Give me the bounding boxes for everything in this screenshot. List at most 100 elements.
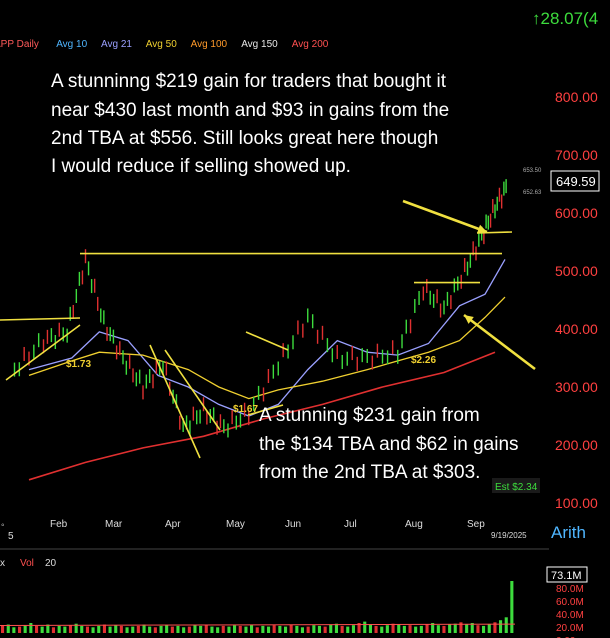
volume-bar — [340, 625, 344, 633]
volume-bar — [431, 623, 435, 633]
date-label: 9/19/2025 — [491, 531, 527, 540]
volume-title: Vol — [20, 558, 34, 569]
volume-bar — [40, 626, 44, 633]
volume-last-value: 73.1M — [551, 570, 582, 582]
price-low-label: 652.63 — [523, 190, 542, 196]
trend-line[interactable] — [149, 344, 201, 459]
price-tick-label: 800.00 — [555, 89, 598, 105]
volume-bar — [459, 622, 463, 633]
volume-bar — [221, 625, 225, 633]
top-annotation-line-1: A stunninng $219 gain for traders that b… — [51, 71, 447, 92]
volume-bar — [442, 625, 446, 633]
volume-bar — [68, 625, 72, 633]
volume-bar — [504, 617, 508, 633]
trend-line[interactable] — [245, 331, 289, 351]
volume-bar — [102, 624, 106, 633]
volume-bar — [329, 624, 333, 633]
volume-bar — [159, 625, 163, 633]
volume-bar — [272, 625, 276, 633]
volume-bar — [227, 626, 231, 633]
volume-bar — [210, 626, 214, 633]
volume-last-box — [546, 566, 588, 583]
volume-bar — [97, 625, 101, 633]
volume-bar — [289, 624, 293, 633]
volume-bar — [131, 626, 135, 633]
volume-bar — [510, 581, 514, 633]
volume-bar — [346, 626, 350, 633]
volume-bar — [153, 627, 157, 633]
moving-average-line — [28, 259, 506, 417]
volume-bar — [368, 624, 372, 633]
volume-bar — [244, 626, 248, 633]
volume-bar — [187, 626, 191, 633]
date-tick-label: Sep — [467, 519, 485, 530]
price-tick-label: 300.00 — [555, 379, 598, 395]
volume-bar — [176, 625, 180, 633]
volume-bar — [136, 625, 140, 633]
legend-item[interactable]: Avg 10 — [56, 39, 87, 50]
trend-line[interactable] — [164, 349, 221, 431]
volume-bar — [74, 623, 78, 633]
volume-tick-label: 40.0M — [556, 610, 584, 621]
volume-bar — [170, 626, 174, 633]
volume-bar — [300, 627, 304, 633]
volume-bar — [46, 624, 50, 633]
volume-bar — [85, 626, 89, 633]
estimate-badge — [492, 478, 540, 493]
volume-bar — [199, 625, 203, 633]
trend-line[interactable] — [476, 231, 513, 234]
volume-bar — [278, 625, 282, 633]
volume-bar — [334, 623, 338, 633]
volume-bar — [425, 624, 429, 633]
volume-bar — [487, 624, 491, 633]
price-tick-label: 600.00 — [555, 205, 598, 221]
volume-average-label: 20 — [45, 558, 57, 569]
volume-tick-label: 0.00 — [556, 636, 576, 638]
volume-bar — [380, 626, 384, 633]
trend-line[interactable] — [0, 317, 81, 321]
volume-bar — [414, 626, 418, 633]
volume-bar — [114, 625, 118, 633]
legend-item[interactable]: APP Daily — [0, 39, 39, 50]
arrow-line[interactable] — [402, 199, 488, 234]
volume-bar — [470, 623, 474, 633]
scale-mode[interactable]: Arith — [551, 523, 586, 542]
earnings-markers: $1.73 $1.67 $2.26 Est $2.34 — [66, 355, 540, 493]
top-annotation-line-4: I would reduce if selling showed up. — [51, 156, 351, 177]
legend-item[interactable]: Avg 21 — [101, 39, 132, 50]
volume-bar — [453, 623, 457, 633]
arrow-line[interactable] — [463, 313, 536, 371]
volume-bar — [125, 627, 129, 633]
trend-line[interactable] — [5, 324, 81, 381]
volume-bar — [397, 624, 401, 633]
legend-item[interactable]: Avg 100 — [191, 39, 228, 50]
volume-close-icon[interactable]: x — [0, 558, 5, 569]
earnings-label-feb: $1.73 — [66, 359, 91, 370]
price-tick-label: 500.00 — [555, 263, 598, 279]
date-tick-label: May — [226, 519, 245, 530]
volume-bar — [284, 626, 288, 633]
legend-item[interactable]: Avg 50 — [146, 39, 177, 50]
volume-bar — [57, 625, 61, 633]
moving-average-lines — [28, 259, 506, 481]
volume-bar — [267, 626, 271, 633]
volume-bar — [193, 625, 197, 633]
volume-bar — [23, 625, 27, 633]
top-annotation-line-2: near $430 last month and $93 in gains fr… — [51, 100, 449, 121]
volume-bar — [216, 627, 220, 633]
volume-tick-label: 60.0M — [556, 597, 584, 608]
volume-bar — [261, 625, 265, 633]
volume-bar — [391, 623, 395, 633]
date-tick-label: Feb — [50, 519, 68, 530]
volume-bar — [408, 625, 412, 633]
volume-bar — [436, 625, 440, 633]
legend-item[interactable]: Avg 200 — [292, 39, 329, 50]
earnings-label-aug: $2.26 — [411, 355, 436, 366]
volume-bar — [238, 625, 242, 633]
volume-bar — [402, 625, 406, 633]
trend-line[interactable] — [247, 404, 284, 416]
legend-item[interactable]: Avg 150 — [241, 39, 278, 50]
volume-bar — [165, 625, 169, 633]
volume-bar — [91, 627, 95, 633]
